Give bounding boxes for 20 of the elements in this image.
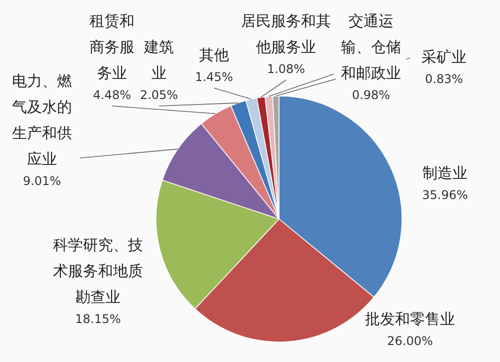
- slice-label: 电力、燃气及水的生产和供应业: [11, 71, 73, 170]
- data-label: 26.00%: [386, 333, 434, 350]
- data-label: 1.08%: [266, 61, 306, 78]
- slice-label: 居民服务和其他服务业: [240, 11, 332, 58]
- data-label: 0.83%: [424, 71, 464, 88]
- slice-label: 租赁和商务服务业: [88, 11, 136, 84]
- slice-label: 批发和零售业: [364, 309, 456, 330]
- data-label: 18.15%: [74, 311, 122, 328]
- data-label: 4.48%: [92, 87, 132, 104]
- slice-label: 制造业: [422, 163, 468, 184]
- data-label: 2.05%: [138, 87, 180, 104]
- slice-label: 交通运输、仓储和邮政业: [340, 11, 402, 84]
- slice-label: 采矿业: [420, 47, 468, 68]
- data-label: 1.45%: [194, 69, 234, 86]
- slice-label: 其他: [198, 45, 230, 66]
- data-label: 35.96%: [421, 187, 469, 204]
- data-label: 9.01%: [22, 173, 62, 190]
- slice-label: 科学研究、技术服务和地质勘查业: [52, 235, 144, 308]
- slice-label: 建筑业: [142, 37, 175, 84]
- data-label: 0.98%: [350, 87, 392, 104]
